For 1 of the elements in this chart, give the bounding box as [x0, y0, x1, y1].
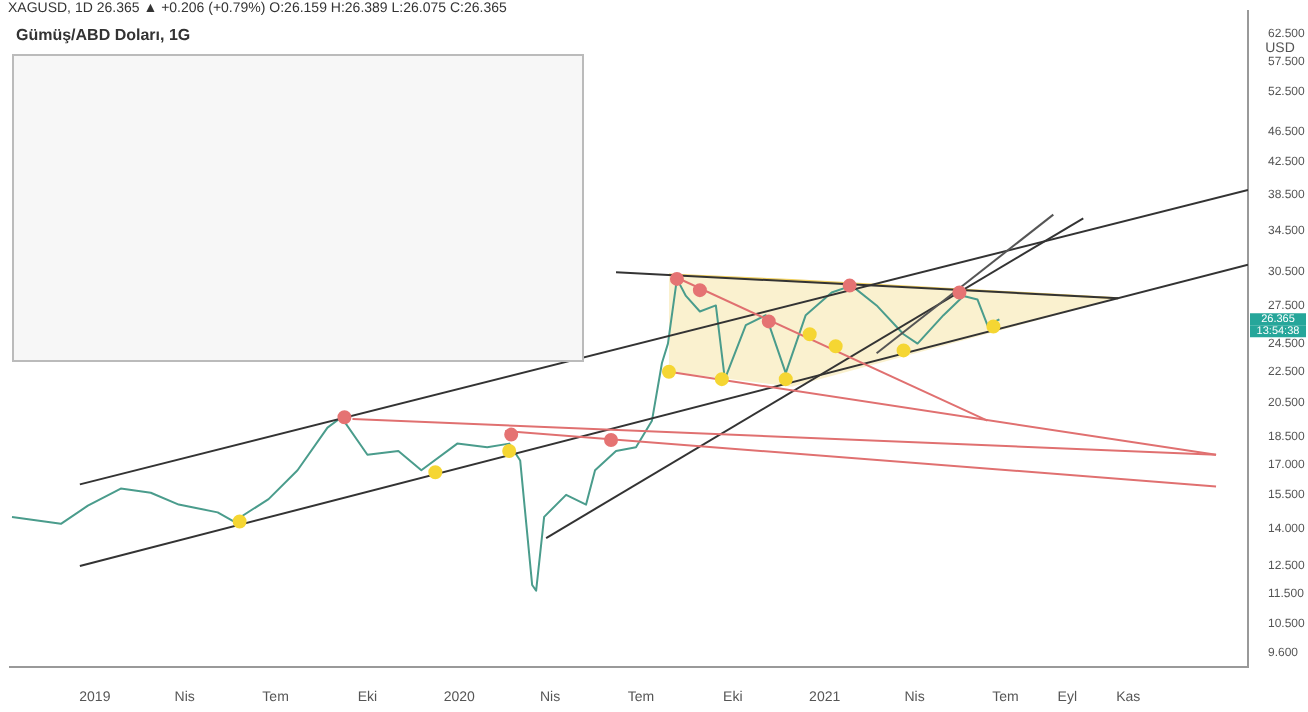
text: Gümüş/ABD Doları, 1G	[16, 26, 191, 44]
